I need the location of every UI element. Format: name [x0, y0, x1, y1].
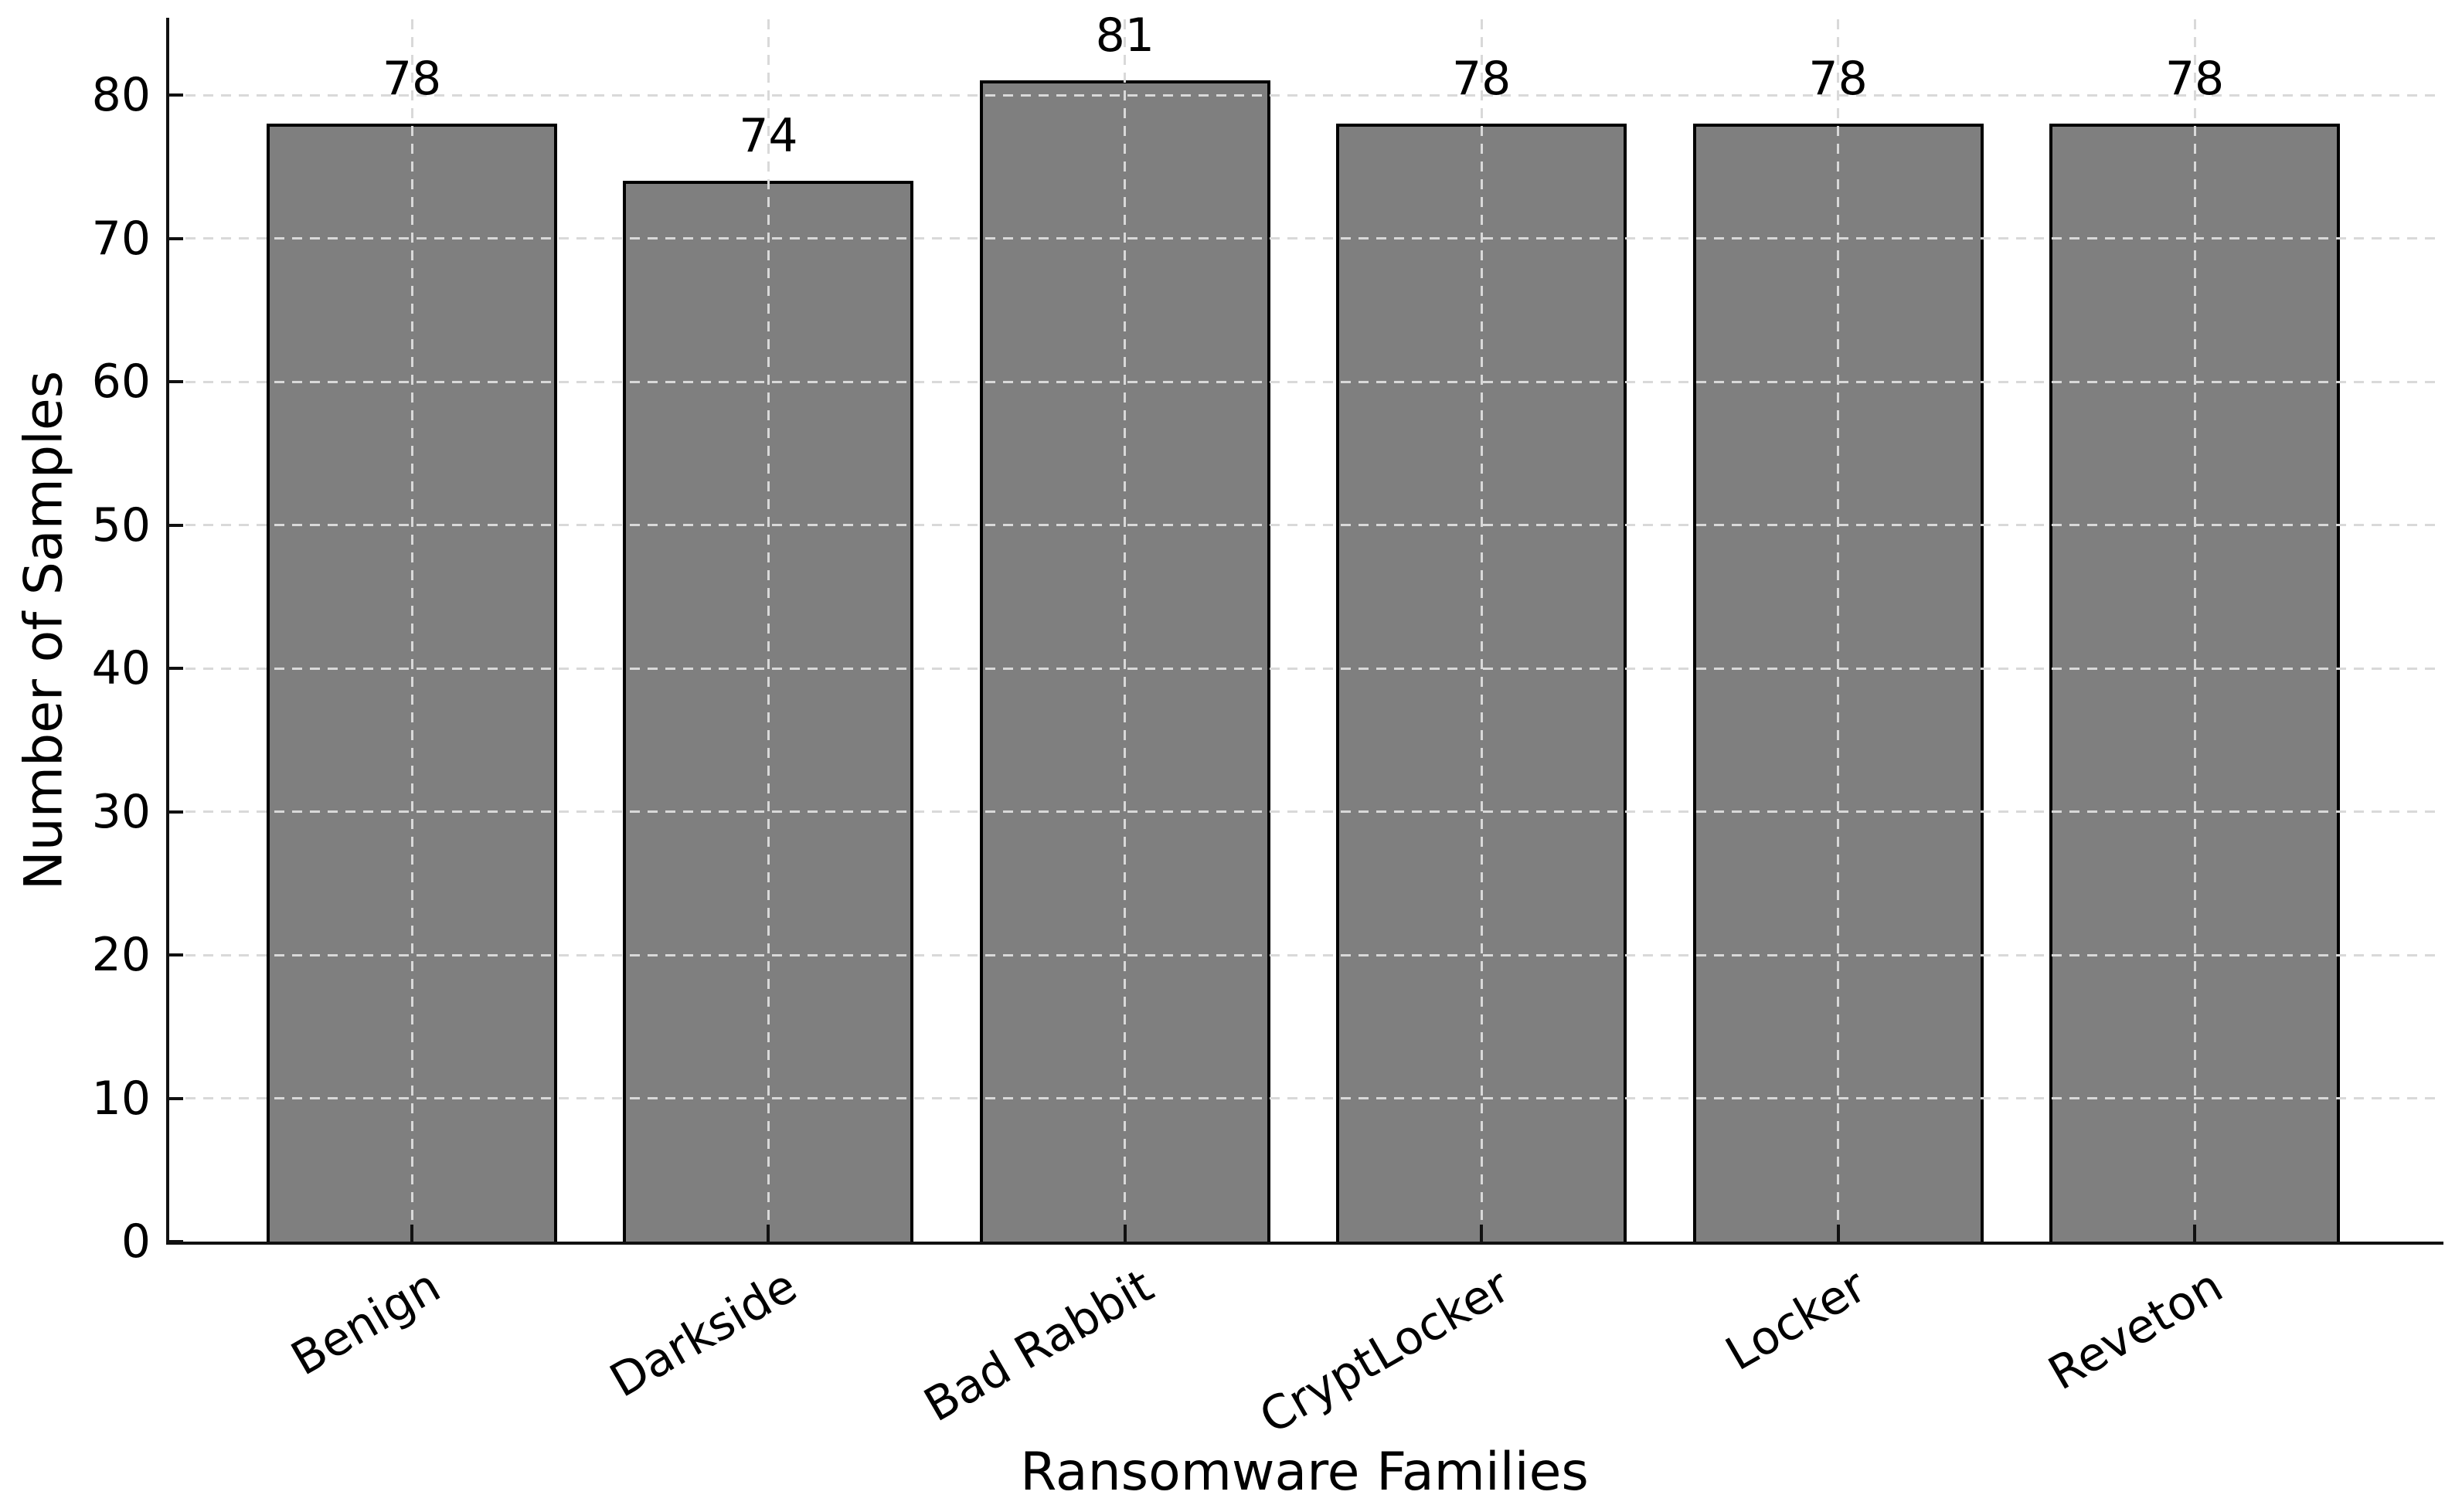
bar-value-label-bad-rabbit: 81 [1095, 8, 1154, 63]
x-tick-benign [410, 1225, 413, 1242]
bar-value-label-benign: 78 [382, 52, 442, 107]
x-tick-bad-rabbit [1123, 1225, 1127, 1242]
y-tick-10 [168, 1096, 183, 1100]
y-tick-label-50: 50 [91, 498, 151, 552]
y-tick-80 [168, 93, 183, 97]
h-gridline-40 [168, 667, 2442, 670]
y-tick-label-40: 40 [91, 641, 151, 695]
x-tick-label-benign: Benign [282, 1259, 450, 1387]
y-tick-20 [168, 953, 183, 956]
h-gridline-30 [168, 810, 2442, 813]
h-gridline-20 [168, 953, 2442, 956]
x-tick-reveton [2193, 1225, 2196, 1242]
v-gridline-locker [1837, 19, 1840, 1242]
v-gridline-reveton [2193, 19, 2196, 1242]
y-tick-30 [168, 810, 183, 814]
x-tick-cryptlocker [1480, 1225, 1484, 1242]
y-tick-label-60: 60 [91, 355, 151, 409]
y-axis-line [166, 18, 169, 1245]
bar-value-label-reveton: 78 [2164, 52, 2225, 107]
y-tick-70 [168, 236, 183, 240]
h-gridline-10 [168, 1097, 2442, 1099]
x-axis-title: Ransomware Families [1020, 1442, 1589, 1503]
bar-value-label-darkside: 74 [739, 109, 798, 164]
v-gridline-darkside [767, 19, 770, 1242]
v-gridline-cryptlocker [1480, 19, 1483, 1242]
x-tick-label-reveton: Reveton [2039, 1259, 2232, 1402]
h-gridline-60 [168, 380, 2442, 383]
x-tick-label-darkside: Darkside [601, 1259, 806, 1408]
h-gridline-70 [168, 237, 2442, 240]
y-axis-title: Number of Samples [13, 370, 75, 891]
y-tick-label-10: 10 [91, 1071, 151, 1126]
y-tick-label-0: 0 [121, 1215, 151, 1269]
x-tick-label-bad-rabbit: Bad Rabbit [915, 1259, 1163, 1433]
y-tick-label-30: 30 [91, 784, 151, 839]
y-tick-label-80: 80 [91, 68, 151, 122]
y-tick-60 [168, 380, 183, 383]
y-tick-50 [168, 523, 183, 527]
y-tick-0 [168, 1240, 183, 1243]
h-gridline-50 [168, 524, 2442, 526]
x-tick-label-cryptlocker: CryptLocker [1250, 1259, 1519, 1446]
bar-value-label-cryptlocker: 78 [1452, 52, 1512, 107]
y-tick-label-20: 20 [91, 928, 151, 982]
x-tick-locker [1836, 1225, 1840, 1242]
bar-value-label-locker: 78 [1808, 52, 1868, 107]
y-tick-label-70: 70 [91, 211, 151, 266]
x-tick-label-locker: Locker [1717, 1259, 1876, 1382]
x-axis-line [166, 1242, 2443, 1245]
y-tick-40 [168, 667, 183, 670]
x-tick-darkside [767, 1225, 770, 1242]
v-gridline-bad-rabbit [1124, 19, 1127, 1242]
v-gridline-benign [410, 19, 413, 1242]
h-gridline-80 [168, 93, 2442, 97]
